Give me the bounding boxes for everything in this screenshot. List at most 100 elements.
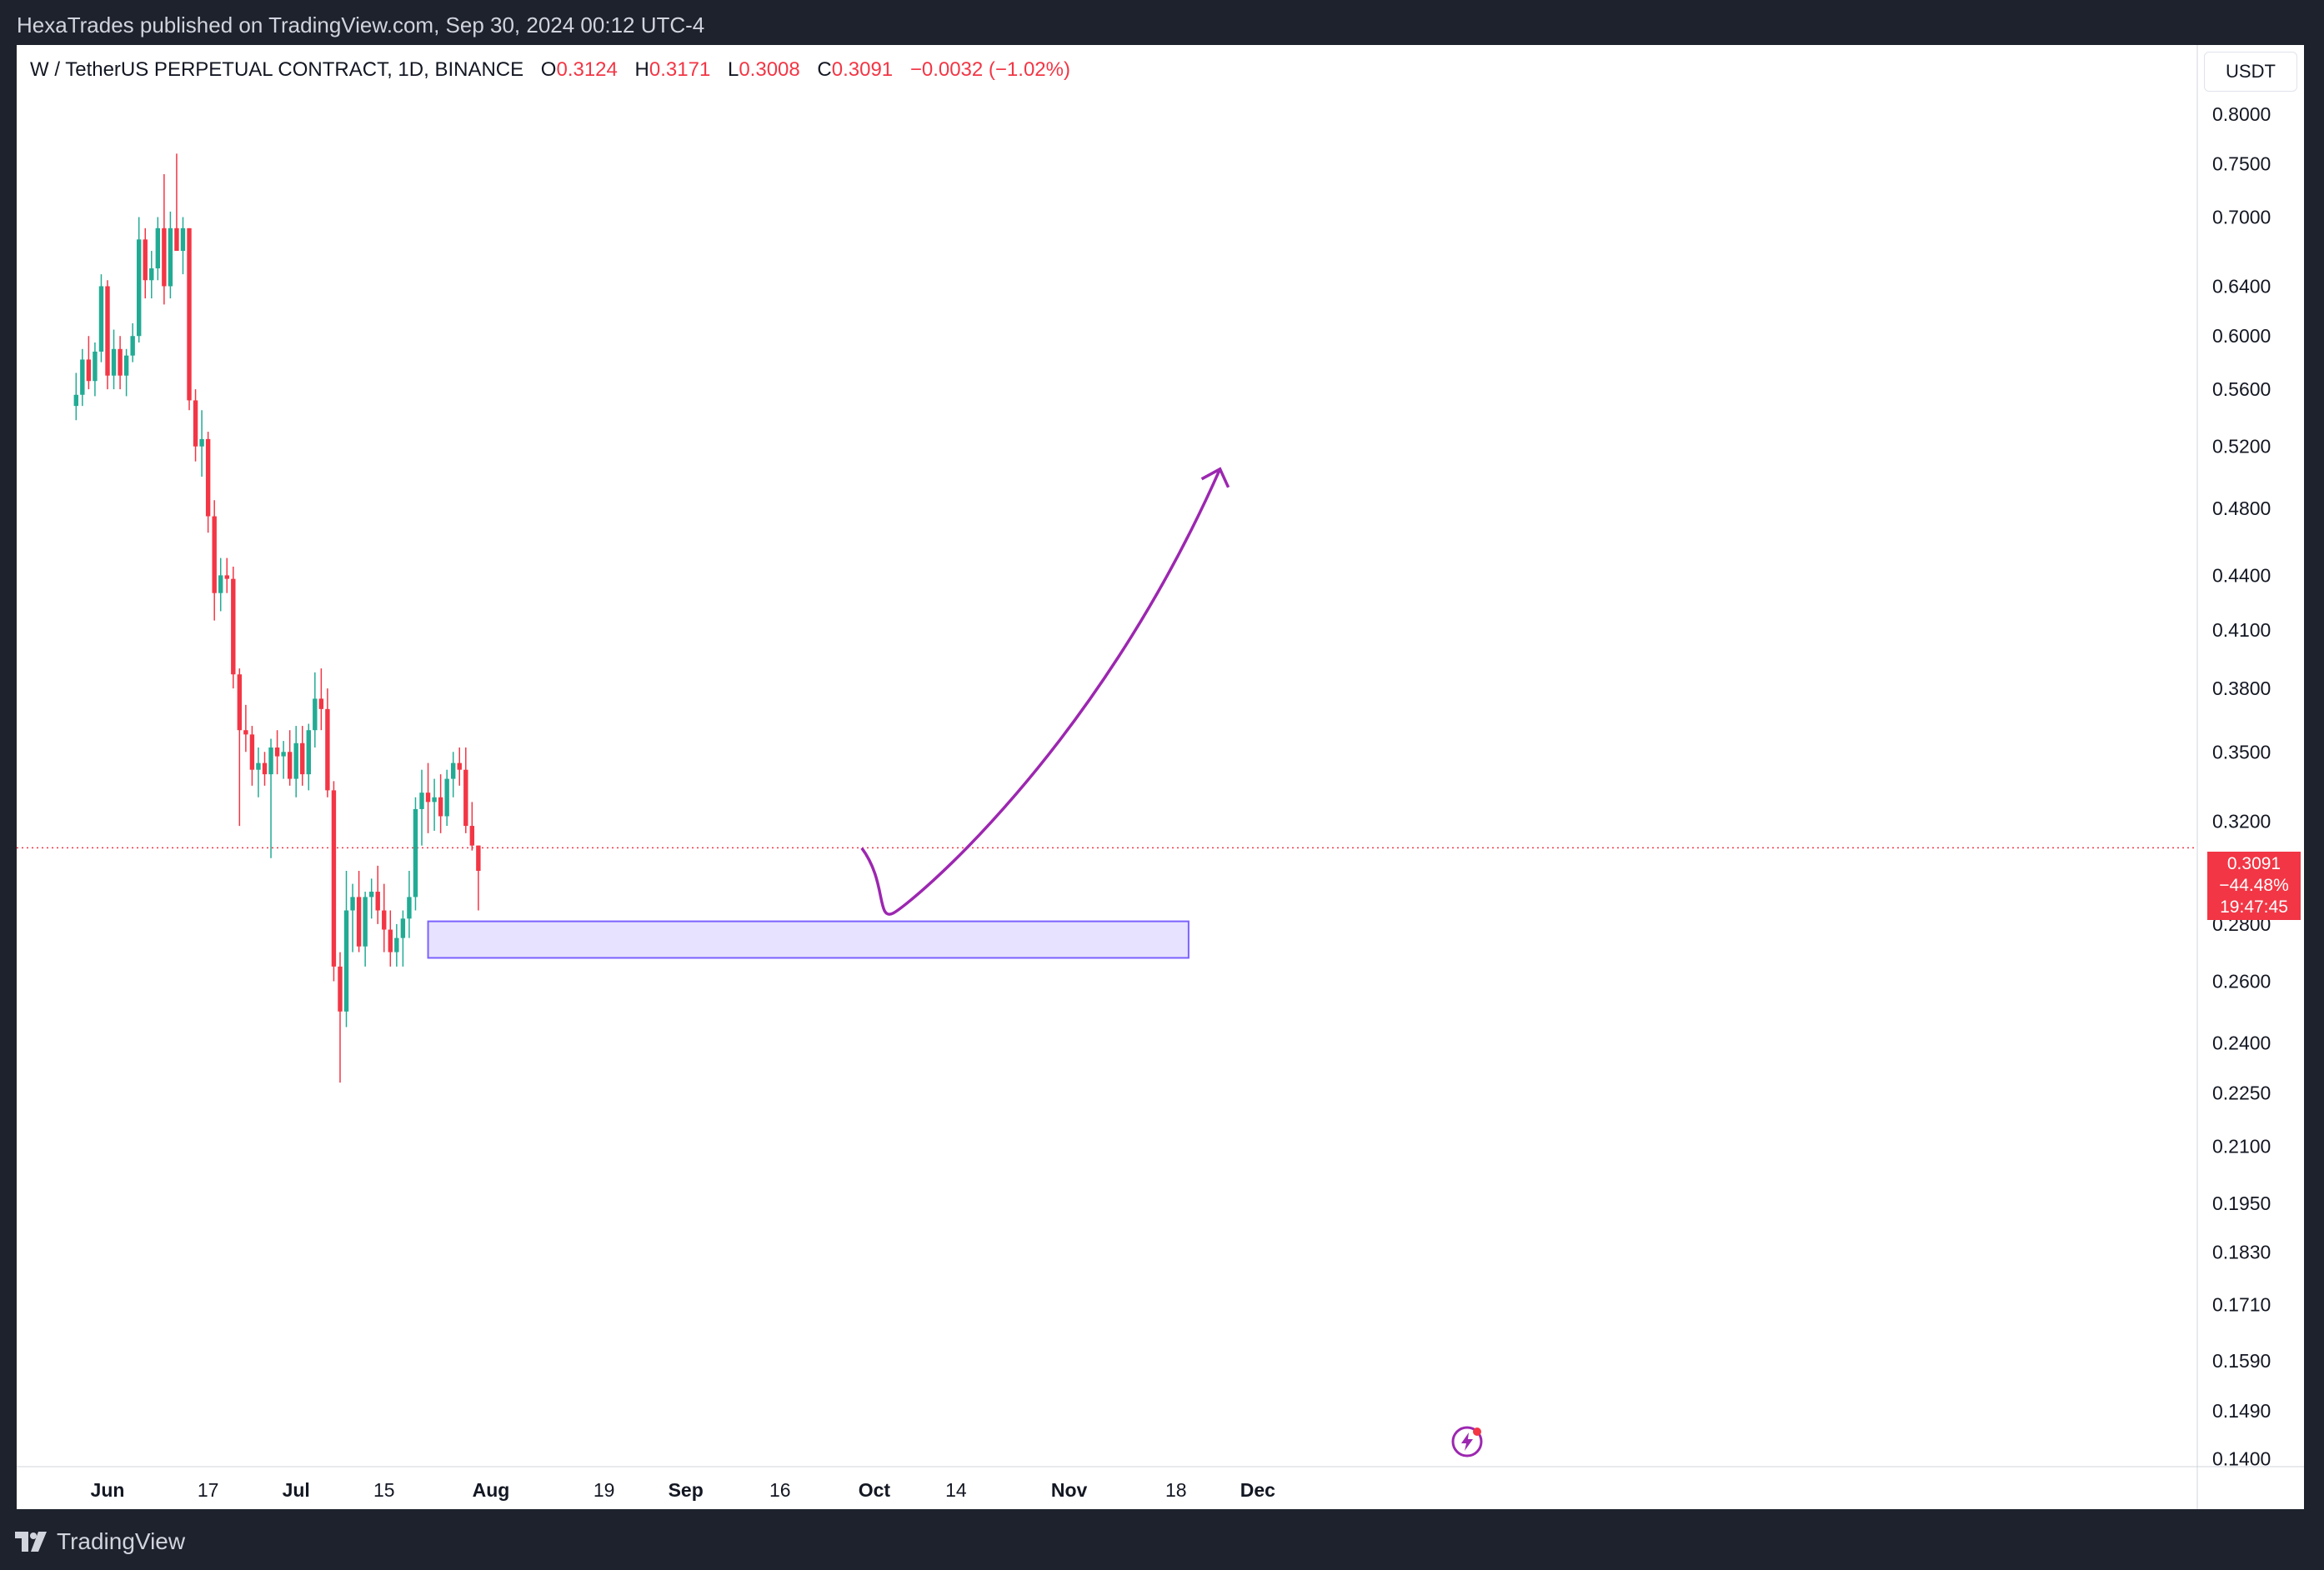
- candle-body: [105, 286, 110, 376]
- x-tick-label: Nov: [1051, 1479, 1088, 1501]
- y-tick-label: 0.2600: [2212, 971, 2271, 992]
- candle-body: [118, 348, 123, 376]
- candle-body: [274, 748, 280, 757]
- candle-body: [199, 438, 204, 447]
- y-tick-label: 0.1710: [2212, 1293, 2271, 1315]
- candle-body: [425, 792, 431, 802]
- candle-body: [469, 826, 475, 846]
- candle-body: [187, 228, 192, 401]
- x-tick-label: 17: [198, 1479, 219, 1501]
- candle-body: [218, 575, 223, 593]
- candle-body: [457, 762, 462, 770]
- published-text: HexaTrades published on TradingView.com,…: [17, 12, 705, 38]
- x-tick-label: 16: [769, 1479, 791, 1501]
- candle-body: [162, 228, 167, 287]
- x-tick-label: Sep: [669, 1479, 704, 1501]
- symbol-legend: W / TetherUS PERPETUAL CONTRACT, 1D, BIN…: [30, 58, 1070, 82]
- x-tick-label: Aug: [473, 1479, 510, 1501]
- candle-body: [407, 897, 412, 919]
- candle-body: [137, 239, 142, 337]
- candle-body: [338, 966, 343, 1012]
- candle-body: [143, 239, 148, 281]
- open-label: O: [540, 58, 557, 81]
- low-label: L: [727, 58, 739, 81]
- chart-area[interactable]: 0.8000 0.7500 0.7000 0.6400 0.6000 0.5600 0.52…: [17, 45, 2304, 1509]
- candle-body: [256, 762, 261, 770]
- candle-body: [149, 268, 154, 281]
- y-tick-label: 0.3800: [2212, 678, 2271, 699]
- candle-body: [306, 730, 311, 775]
- candle-body: [180, 228, 186, 252]
- x-tick-label: 18: [1165, 1479, 1187, 1501]
- change-value: −0.0032 (−1.02%): [909, 58, 1070, 81]
- support-zone: [427, 920, 1190, 959]
- y-tick-label: 0.6400: [2212, 275, 2271, 297]
- x-tick-label: Oct: [859, 1479, 891, 1501]
- y-tick-label: 0.6000: [2212, 325, 2271, 347]
- bar-countdown: 19:47:45: [2220, 898, 2288, 917]
- y-tick-label: 0.7500: [2212, 153, 2271, 175]
- y-tick-label: 0.1400: [2212, 1448, 2271, 1470]
- candle-body: [444, 778, 449, 817]
- y-tick-label: 0.7000: [2212, 207, 2271, 228]
- candle-body: [438, 797, 443, 817]
- projection-arrow: [860, 468, 1222, 916]
- candle-body: [476, 845, 481, 872]
- candle-body: [325, 708, 330, 791]
- candle-body: [268, 748, 273, 775]
- y-tick-label: 0.3500: [2212, 741, 2271, 762]
- y-tick-label: 0.2250: [2212, 1082, 2271, 1103]
- x-tick-label: Jun: [91, 1479, 125, 1501]
- candle-body: [86, 359, 92, 382]
- candle-body: [331, 790, 337, 967]
- low-value: 0.3008: [739, 58, 800, 81]
- y-tick-label: 0.4800: [2212, 498, 2271, 519]
- candle-body: [419, 792, 424, 809]
- candle-body: [205, 438, 211, 517]
- published-header: HexaTrades published on TradingView.com,…: [0, 0, 2324, 45]
- y-tick-label: 0.1950: [2212, 1192, 2271, 1214]
- y-tick-label: 0.8000: [2212, 103, 2271, 125]
- candlestick-chart[interactable]: 0.8000 0.7500 0.7000 0.6400 0.6000 0.5600 0.52…: [17, 45, 2304, 1509]
- candle-body: [193, 400, 198, 447]
- candle-body: [413, 808, 418, 898]
- candle-body: [350, 897, 355, 911]
- x-tick-label: 15: [373, 1479, 395, 1501]
- high-value: 0.3171: [649, 58, 711, 81]
- candle-body: [432, 797, 437, 802]
- candle-body: [111, 348, 117, 376]
- candle-body: [212, 516, 217, 593]
- y-tick-label: 0.1590: [2212, 1350, 2271, 1372]
- candle-body: [130, 336, 135, 356]
- y-tick-label: 0.5200: [2212, 436, 2271, 458]
- candle-body: [168, 228, 173, 287]
- candle-body: [73, 394, 78, 407]
- tradingview-logo[interactable]: TradingView: [15, 1528, 185, 1556]
- candle-body: [243, 730, 248, 735]
- candle-body: [375, 892, 380, 911]
- close-value: 0.3091: [831, 58, 894, 81]
- y-tick-label: 0.3200: [2212, 810, 2271, 832]
- x-tick-label: 14: [945, 1479, 967, 1501]
- candle-body: [293, 742, 298, 779]
- x-tick-label: Jul: [283, 1479, 310, 1501]
- tradingview-logo-icon: [15, 1532, 47, 1552]
- candle-body: [343, 910, 349, 1012]
- y-tick-label: 0.5600: [2212, 378, 2271, 400]
- candle-body: [155, 228, 161, 269]
- candle-body: [80, 359, 85, 395]
- tradingview-logo-text: TradingView: [57, 1528, 186, 1554]
- candle-body: [363, 897, 368, 947]
- candle-body: [93, 351, 98, 382]
- candle-body: [98, 286, 104, 352]
- candle-body: [400, 918, 406, 938]
- candle-body: [123, 355, 129, 376]
- candle-body: [388, 929, 393, 952]
- last-price-value: 0.3091: [2226, 854, 2281, 873]
- currency-button[interactable]: USDT: [2204, 52, 2297, 92]
- high-label: H: [634, 58, 649, 81]
- candle-body: [262, 762, 268, 775]
- last-price-percent: −44.48%: [2219, 876, 2289, 895]
- flash-icon[interactable]: [1450, 1425, 1484, 1458]
- candle-body: [368, 892, 374, 898]
